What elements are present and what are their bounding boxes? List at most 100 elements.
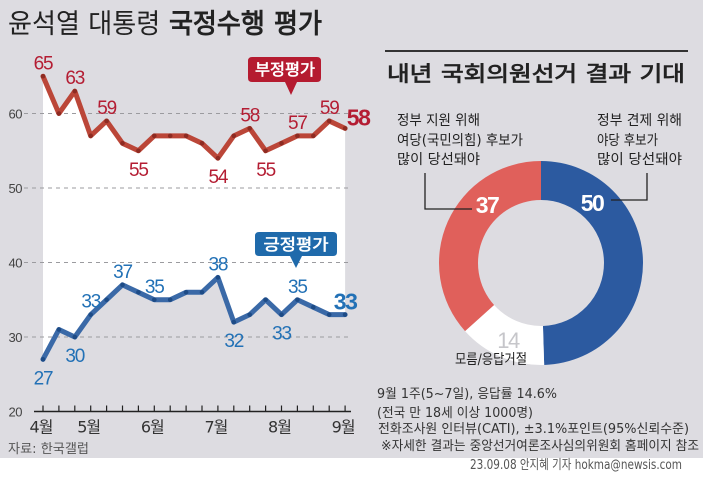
approval-line-chart: 20 30 40 50 60 65 63 59 55 54 58 55 57 59 58 27 30 33 37 3… xyxy=(8,53,373,457)
title-bold-part: 국정수행 평가 xyxy=(169,9,322,40)
positive-rating-value-label: 38 xyxy=(209,254,228,275)
negative-rating-value-label: 59 xyxy=(320,98,339,119)
negative-rating-legend-callout: 부정평가 xyxy=(248,57,321,95)
no-answer-slice-label: 14 xyxy=(497,328,520,353)
title-regular-part: 윤석열 대통령 xyxy=(8,9,160,40)
chart-x-axis: 4월 5월 6월 7월 8월 9월 xyxy=(30,405,356,437)
negative-rating-point xyxy=(120,141,125,146)
positive-rating-point xyxy=(72,334,78,340)
right-annotation-line: 야당 후보가 xyxy=(597,133,658,149)
positive-rating-line xyxy=(40,274,348,362)
negative-rating-value-label: 58 xyxy=(240,105,259,126)
negative-rating-point xyxy=(136,148,141,154)
x-tick-label: 8월 xyxy=(268,418,291,437)
negative-rating-point xyxy=(40,73,46,79)
chart-line-layer xyxy=(40,73,348,362)
positive-rating-point xyxy=(247,312,252,317)
positive-rating-point xyxy=(167,297,173,303)
positive-rating-value-label: 27 xyxy=(34,368,53,389)
positive-rating-value-label: 33 xyxy=(81,292,100,313)
chart-data-labels: 65 63 59 55 54 58 55 57 59 58 27 30 33 37 35 38 32 33 35 33 xyxy=(34,53,373,389)
negative-rating-value-label: 63 xyxy=(65,68,84,89)
negative-rating-point xyxy=(342,126,348,131)
positive-rating-point xyxy=(295,297,300,303)
negative-rating-point xyxy=(215,155,221,161)
no-answer-slice xyxy=(465,305,545,365)
x-tick-label: 4월 xyxy=(30,418,53,437)
negative-rating-line xyxy=(40,73,348,161)
negative-rating-point xyxy=(56,111,62,116)
right-annotation-line: 정부 견제 위해 xyxy=(597,113,682,129)
negative-rating-point xyxy=(199,141,205,146)
positive-rating-point xyxy=(199,290,205,295)
positive-rating-point xyxy=(215,275,221,280)
y-tick-label: 50 xyxy=(9,181,23,196)
source-label: 자료: 한국갤럽 xyxy=(8,442,89,457)
negative-rating-point xyxy=(247,126,252,131)
note-line: 전화조사원 인터뷰(CATI), ±3.1%포인트(95%신뢰수준) xyxy=(378,422,689,437)
no-answer-caption: 모름/응답거절 xyxy=(455,352,527,368)
negative-legend-label: 부정평가 xyxy=(255,60,315,79)
positive-rating-value-label: 35 xyxy=(145,277,164,298)
positive-rating-legend-callout: 긍정평가 xyxy=(255,232,337,268)
x-tick-label: 6월 xyxy=(141,418,164,437)
positive-rating-point xyxy=(342,312,348,317)
left-annotation-line: 많이 당선돼야 xyxy=(397,152,480,168)
positive-rating-value-label: 30 xyxy=(65,346,84,367)
positive-rating-value-label: 35 xyxy=(288,277,307,298)
positive-rating-value-label: 33 xyxy=(272,324,291,345)
negative-rating-point xyxy=(72,88,78,94)
positive-rating-value-label: 32 xyxy=(224,331,243,352)
right-annotation-line: 많이 당선돼야 xyxy=(597,152,682,168)
positive-rating-point xyxy=(231,319,237,325)
positive-rating-value-label: 37 xyxy=(113,262,132,283)
left-annotation-line: 여당(국민의힘) 후보가 xyxy=(397,133,523,149)
positive-rating-point xyxy=(183,290,189,295)
negative-rating-point xyxy=(326,118,332,124)
negative-rating-point xyxy=(295,133,300,139)
x-tick-label: 7월 xyxy=(204,418,227,437)
positive-rating-point xyxy=(88,312,93,317)
right-annotation-connector xyxy=(611,173,648,201)
negative-rating-point xyxy=(311,133,316,139)
negative-rating-point xyxy=(104,118,109,124)
negative-rating-point xyxy=(152,133,157,139)
chart-fill-layer xyxy=(43,76,346,360)
positive-legend-label: 긍정평가 xyxy=(264,235,329,254)
note-line: 9월 1주(5~7일), 응답률 14.6% xyxy=(377,387,557,402)
note-line: ※자세한 결과는 중앙선거여론조사심의위원회 홈페이지 참조 xyxy=(381,439,699,454)
left-annotation-line: 정부 지원 위해 xyxy=(397,113,480,129)
negative-rating-point xyxy=(183,133,189,139)
negative-rating-point xyxy=(279,141,284,146)
ruling-party-slice-label: 37 xyxy=(476,192,499,218)
negative-rating-value-label: 65 xyxy=(34,53,53,74)
byline-credit: 23.09.08 안지혜 기자 hokma@newsis.com xyxy=(470,458,682,473)
positive-rating-point xyxy=(152,297,157,303)
positive-rating-point xyxy=(311,304,316,310)
x-tick-label: 9월 xyxy=(332,418,355,437)
negative-rating-value-label: 59 xyxy=(97,98,116,119)
positive-rating-point xyxy=(263,297,268,303)
negative-rating-point xyxy=(88,133,93,139)
page-title: 윤석열 대통령 국정수행 평가 xyxy=(8,9,322,40)
y-tick-label: 30 xyxy=(9,330,23,345)
negative-rating-point xyxy=(167,133,173,139)
positive-rating-point xyxy=(104,297,109,303)
positive-rating-point xyxy=(40,357,46,362)
opposition-party-slice-label: 50 xyxy=(581,190,604,216)
negative-rating-value-label: 54 xyxy=(209,167,229,188)
x-tick-label: 5월 xyxy=(77,418,100,437)
negative-rating-value-label: 57 xyxy=(288,113,307,134)
donut-panel-title: 내년 국회의원선거 결과 기대 xyxy=(387,62,685,86)
negative-rating-value-label: 55 xyxy=(129,160,148,181)
positive-rating-point xyxy=(56,327,62,332)
positive-rating-point xyxy=(279,312,284,317)
ruling-party-slice xyxy=(439,161,541,332)
positive-callout-box xyxy=(255,232,337,268)
left-annotation-connector xyxy=(424,173,472,210)
negative-rating-value-label: 58 xyxy=(347,104,371,130)
positive-rating-point xyxy=(326,312,332,317)
survey-notes: 9월 1주(5~7일), 응답률 14.6% (전국 만 18세 이상 1000… xyxy=(377,387,699,454)
y-tick-label: 40 xyxy=(9,256,23,271)
